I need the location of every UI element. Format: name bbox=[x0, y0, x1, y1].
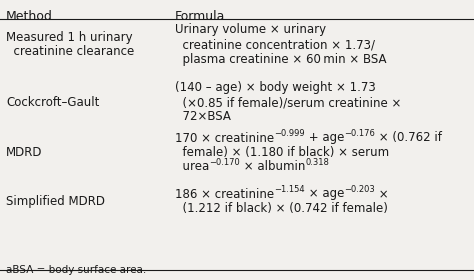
Text: × age: × age bbox=[305, 188, 344, 200]
Text: 72×BSA: 72×BSA bbox=[175, 111, 231, 123]
Text: urea: urea bbox=[175, 160, 209, 174]
Text: Simplified MDRD: Simplified MDRD bbox=[6, 195, 105, 208]
Text: −0.203: −0.203 bbox=[344, 185, 375, 194]
Text: −1.154: −1.154 bbox=[274, 185, 305, 194]
Text: × albumin: × albumin bbox=[240, 160, 305, 174]
Text: Urinary volume × urinary: Urinary volume × urinary bbox=[175, 24, 326, 36]
Text: MDRD: MDRD bbox=[6, 146, 43, 159]
Text: ×: × bbox=[375, 188, 389, 200]
Text: female) × (1.180 if black) × serum: female) × (1.180 if black) × serum bbox=[175, 146, 389, 159]
Text: × (0.762 if: × (0.762 if bbox=[375, 132, 442, 144]
Text: (140 – age) × body weight × 1.73: (140 – age) × body weight × 1.73 bbox=[175, 81, 376, 95]
Text: Method: Method bbox=[6, 10, 53, 23]
Text: (1.212 if black) × (0.742 if female): (1.212 if black) × (0.742 if female) bbox=[175, 202, 388, 215]
Text: (×0.85 if female)/serum creatinine ×: (×0.85 if female)/serum creatinine × bbox=[175, 96, 401, 109]
Text: + age: + age bbox=[305, 132, 344, 144]
Text: creatinine concentration × 1.73/: creatinine concentration × 1.73/ bbox=[175, 38, 375, 51]
Text: 186 × creatinine: 186 × creatinine bbox=[175, 188, 274, 200]
Text: Measured 1 h urinary: Measured 1 h urinary bbox=[6, 31, 133, 44]
Text: Cockcroft–Gault: Cockcroft–Gault bbox=[6, 96, 100, 109]
Text: plasma creatinine × 60 min × BSA: plasma creatinine × 60 min × BSA bbox=[175, 53, 386, 66]
Text: 0.318: 0.318 bbox=[305, 158, 329, 167]
Text: aBSA = body surface area.: aBSA = body surface area. bbox=[6, 265, 146, 275]
Text: creatinine clearance: creatinine clearance bbox=[6, 45, 134, 58]
Text: Formula: Formula bbox=[175, 10, 225, 23]
Text: −0.176: −0.176 bbox=[344, 129, 375, 138]
Text: −0.170: −0.170 bbox=[209, 158, 240, 167]
Text: 170 × creatinine: 170 × creatinine bbox=[175, 132, 274, 144]
Text: −0.999: −0.999 bbox=[274, 129, 305, 138]
